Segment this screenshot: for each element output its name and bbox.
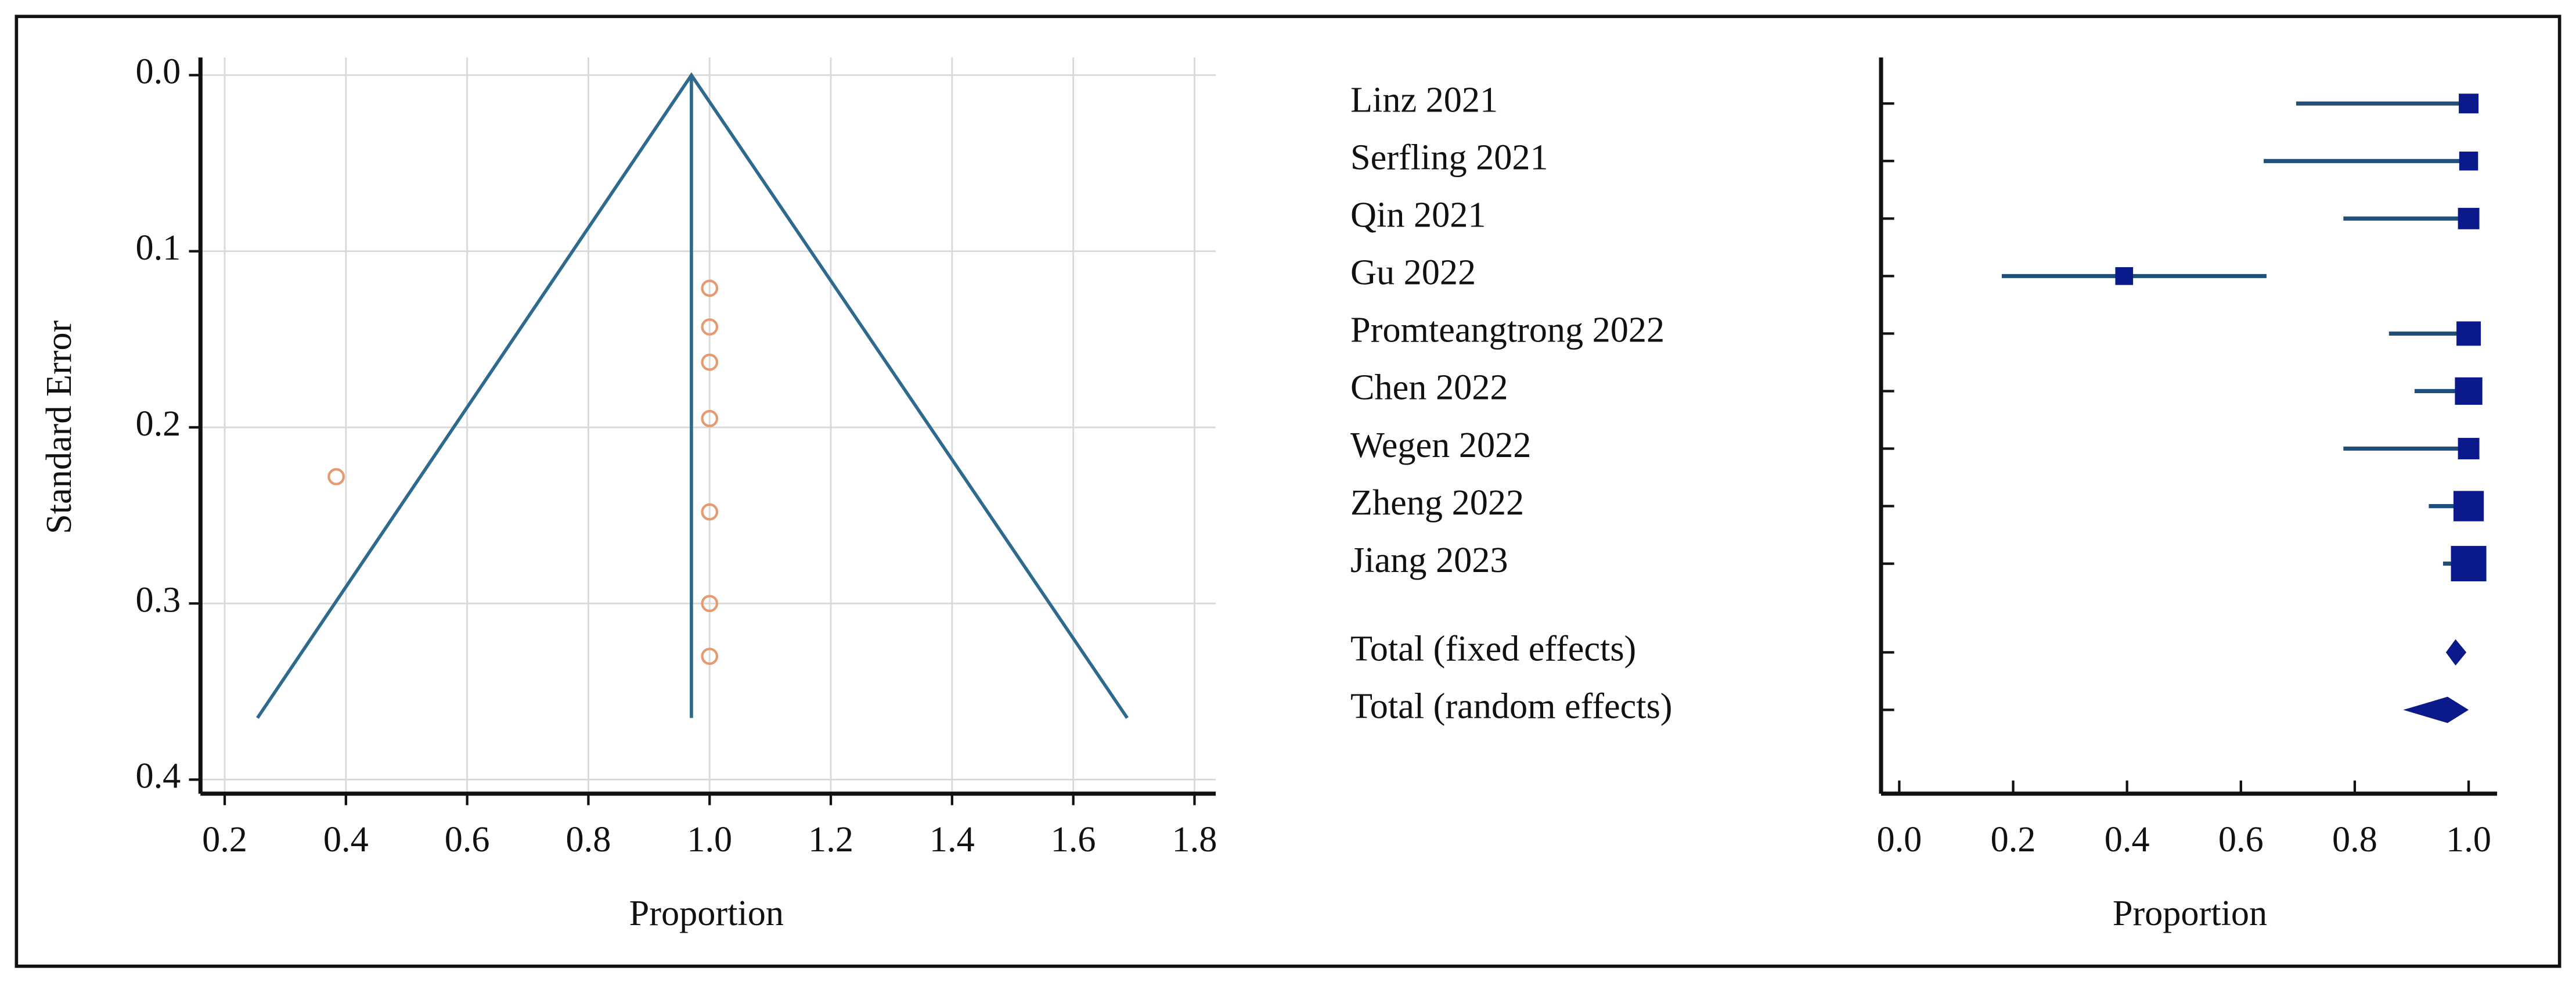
x-tick-label: 1.8	[1172, 820, 1217, 859]
y-tick-label: 0.2	[136, 404, 181, 444]
category-label: Zheng 2022	[1350, 483, 1524, 523]
study-estimate	[2453, 491, 2484, 521]
y-tick-label: 0.0	[136, 52, 181, 92]
y-tick-label: 0.1	[136, 228, 181, 268]
category-label: Gu 2022	[1350, 253, 1476, 293]
study-point	[701, 318, 719, 336]
study-point	[701, 353, 719, 371]
study-estimate	[2115, 267, 2134, 285]
x-tick-label: 1.6	[1051, 820, 1096, 859]
x-tick-label: 0.8	[2332, 820, 2377, 859]
x-tick-label: 0.2	[1991, 820, 2036, 859]
study-estimate	[2456, 321, 2481, 346]
y-axis-title: Standard Error	[39, 320, 79, 534]
study-estimate	[2458, 438, 2480, 459]
x-tick-label: 0.2	[202, 820, 247, 859]
x-tick-label: 1.4	[929, 820, 975, 859]
study-point	[701, 648, 719, 666]
category-label: Qin 2021	[1350, 196, 1486, 235]
category-label: Total (random effects)	[1350, 687, 1673, 726]
x-tick-label: 0.4	[2105, 820, 2150, 859]
category-label: Jiang 2023	[1350, 541, 1508, 580]
y-tick-label: 0.4	[136, 757, 181, 796]
study-estimate	[2459, 152, 2478, 171]
y-tick-label: 0.3	[136, 580, 181, 620]
study-estimate	[2459, 93, 2479, 114]
x-tick-label: 1.0	[687, 820, 732, 859]
study-point	[701, 409, 719, 427]
study-point	[701, 279, 719, 297]
x-tick-label: 0.0	[1876, 820, 1922, 859]
x-axis-title: Proportion	[2113, 894, 2267, 933]
category-label: Linz 2021	[1350, 81, 1498, 120]
x-tick-label: 0.6	[445, 820, 490, 859]
x-tick-label: 1.0	[2446, 820, 2491, 859]
study-estimate	[2455, 377, 2483, 405]
study-estimate	[2451, 546, 2487, 582]
x-tick-label: 0.4	[323, 820, 369, 859]
study-point	[701, 503, 719, 521]
x-tick-label: 0.8	[566, 820, 611, 859]
study-estimate	[2458, 207, 2480, 229]
x-tick-label: 0.6	[2218, 820, 2264, 859]
study-point	[327, 467, 345, 485]
x-axis-title: Proportion	[629, 894, 784, 933]
category-label: Serfling 2021	[1350, 138, 1548, 178]
study-point	[701, 595, 719, 613]
x-tick-label: 1.2	[808, 820, 853, 859]
summary-diamond	[2403, 696, 2469, 724]
category-label: Total (fixed effects)	[1350, 630, 1636, 669]
category-label: Chen 2022	[1350, 368, 1508, 408]
category-label: Wegen 2022	[1350, 426, 1531, 465]
summary-diamond	[2445, 639, 2467, 666]
category-label: Promteangtrong 2022	[1350, 311, 1665, 350]
figure-border	[15, 15, 2561, 968]
